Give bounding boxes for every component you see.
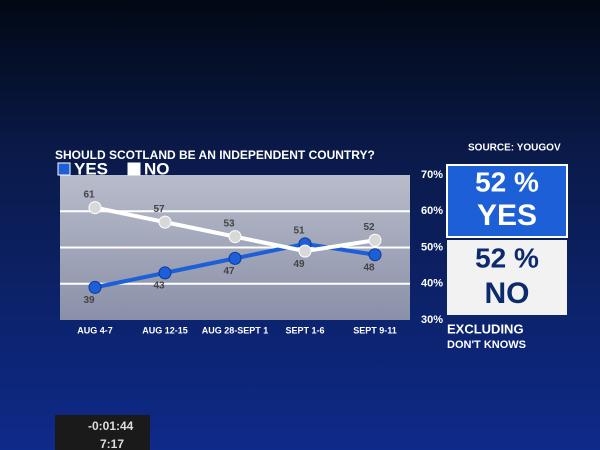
data-label: 53 (223, 218, 235, 229)
legend-swatch (57, 162, 71, 176)
no-box (447, 240, 567, 315)
data-label: 43 (153, 281, 165, 292)
point (228, 251, 242, 265)
data-label: 39 (83, 295, 95, 306)
yes-box (446, 164, 568, 238)
timer: -0:01:44 (88, 419, 134, 433)
yes-label: YES (477, 199, 537, 232)
point (368, 233, 382, 247)
data-label: 57 (153, 204, 165, 215)
x-tick-label: AUG 12-15 (142, 325, 188, 335)
point (158, 215, 172, 229)
point (88, 280, 102, 294)
data-label: 51 (293, 226, 305, 237)
data-label: 52 (363, 222, 375, 233)
legend-label: NO (144, 159, 170, 178)
y-tick-label: 50% (421, 241, 443, 253)
note: EXCLUDING (447, 321, 524, 336)
source: SOURCE: YOUGOV (468, 143, 561, 154)
point (228, 230, 242, 244)
data-label: 61 (83, 189, 95, 200)
point (368, 248, 382, 262)
y-tick-label: 70% (421, 169, 443, 181)
no-label: NO (485, 277, 530, 310)
player-bar (55, 415, 150, 450)
y-tick-label: 30% (421, 314, 443, 326)
legend-swatch (127, 162, 141, 176)
y-tick-label: 40% (421, 278, 443, 290)
point (298, 244, 312, 258)
x-tick-label: AUG 4-7 (77, 325, 113, 335)
x-tick-label: SEPT 1-6 (285, 325, 324, 335)
y-tick-label: 60% (421, 205, 443, 217)
data-label: 47 (223, 266, 235, 277)
legend-label: YES (74, 159, 108, 178)
point (158, 266, 172, 280)
data-label: 48 (363, 262, 375, 273)
clock: 7:17 (100, 437, 124, 450)
yes-value: 52 % (475, 166, 539, 197)
note: DON'T KNOWS (447, 339, 526, 351)
point (88, 201, 102, 215)
x-tick-label: SEPT 9-11 (353, 325, 397, 335)
x-tick-label: AUG 28-SEPT 1 (202, 325, 269, 335)
chart-title: SHOULD SCOTLAND BE AN INDEPENDENT COUNTR… (55, 148, 375, 162)
no-value: 52 % (475, 242, 539, 273)
data-label: 49 (293, 259, 305, 270)
